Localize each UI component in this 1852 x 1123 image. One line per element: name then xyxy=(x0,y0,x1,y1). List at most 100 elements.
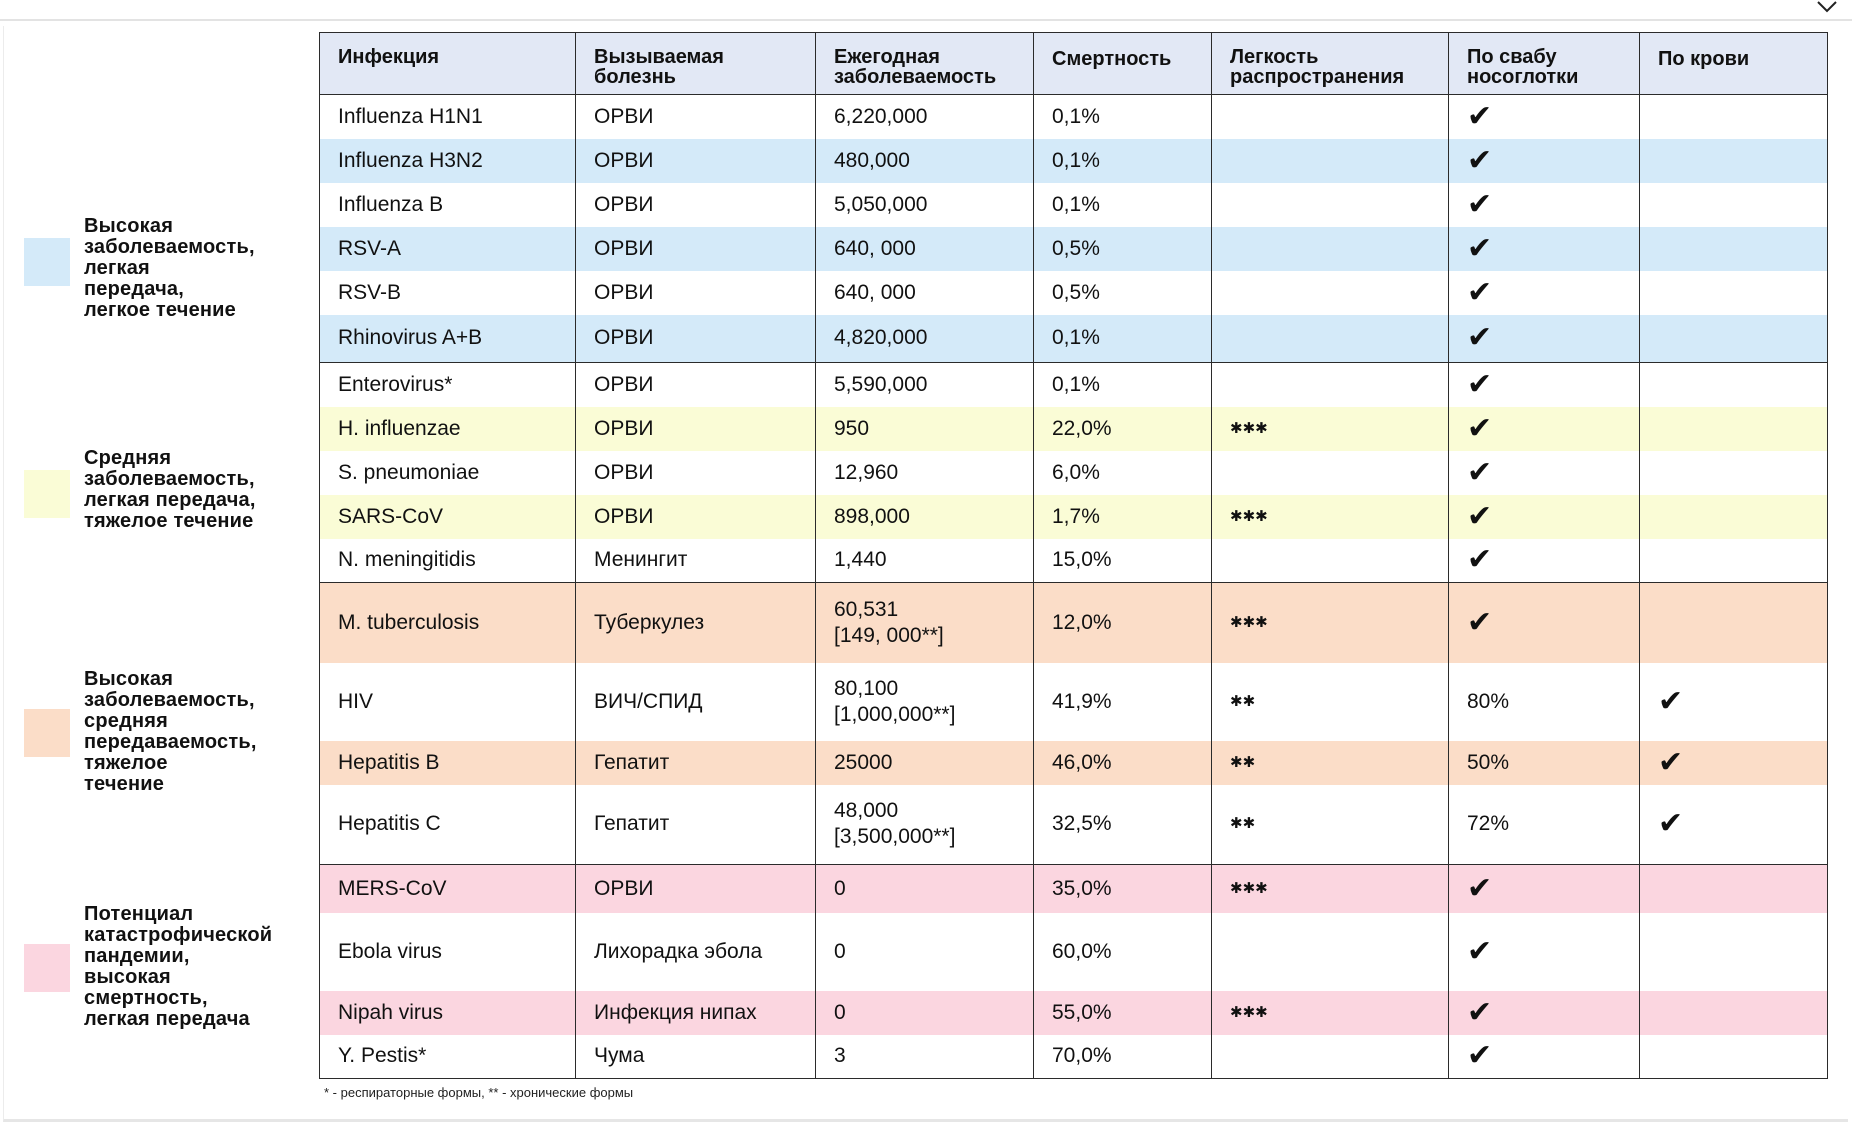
cell-disease: ОРВИ xyxy=(575,314,816,363)
checkmark-icon: ✔ xyxy=(1448,494,1640,539)
checkmark-icon: ✔ xyxy=(1448,94,1640,139)
checkmark-icon: ✔ xyxy=(1448,270,1640,315)
cell-disease: Гепатит xyxy=(575,740,816,785)
table-row: HIV ВИЧ/СПИД 80,100 [1,000,000**] 41,9% ✱✱ 80… xyxy=(319,662,1828,741)
cell-disease: ОРВИ xyxy=(575,138,816,183)
cell-incidence: 5,590,000 xyxy=(815,362,1034,407)
cell-mortality: 41,9% xyxy=(1033,662,1212,741)
cell-blood xyxy=(1639,182,1828,227)
cell-incidence: 480,000 xyxy=(815,138,1034,183)
cell-infection: S. pneumoniae xyxy=(319,450,576,495)
cell-mortality: 0,5% xyxy=(1033,270,1212,315)
cell-infection: Nipah virus xyxy=(319,990,576,1035)
cell-mortality: 12,0% xyxy=(1033,582,1212,663)
cell-mortality: 0,1% xyxy=(1033,314,1212,363)
asterisk-cluster-icon: ✱✱✱ xyxy=(1211,864,1449,913)
content-frame xyxy=(3,26,1848,1122)
cell-disease: ОРВИ xyxy=(575,94,816,139)
table-row: RSV-A ОРВИ 640, 000 0,5% ✔ xyxy=(319,226,1828,271)
top-divider xyxy=(0,19,1852,21)
cell-infection: MERS-CoV xyxy=(319,864,576,913)
header-incidence: Ежегодная заболеваемость xyxy=(815,32,1034,95)
cell-disease: Гепатит xyxy=(575,784,816,865)
cell-incidence: 60,531 [149, 000**] xyxy=(815,582,1034,663)
cell-infection: H. influenzae xyxy=(319,406,576,451)
cell-disease: ОРВИ xyxy=(575,182,816,227)
cell-disease: Менингит xyxy=(575,538,816,583)
cell-incidence: 80,100 [1,000,000**] xyxy=(815,662,1034,741)
cell-infection: Rhinovirus A+B xyxy=(319,314,576,363)
chevron-down-icon[interactable] xyxy=(1816,0,1838,14)
asterisk-cluster-icon: ✱✱✱ xyxy=(1211,406,1449,451)
cell-infection: N. meningitidis xyxy=(319,538,576,583)
cell-blood xyxy=(1639,362,1828,407)
cell-disease: Туберкулез xyxy=(575,582,816,663)
cell-blood xyxy=(1639,494,1828,539)
header-disease: Вызываемая болезнь xyxy=(575,32,816,95)
cell-infection: HIV xyxy=(319,662,576,741)
cell-blood xyxy=(1639,138,1828,183)
table-row: S. pneumoniae ОРВИ 12,960 6,0% ✔ xyxy=(319,450,1828,495)
cell-blood xyxy=(1639,406,1828,451)
table-row: Influenza H1N1 ОРВИ 6,220,000 0,1% ✔ xyxy=(319,94,1828,139)
cell-incidence: 1,440 xyxy=(815,538,1034,583)
cell-spread xyxy=(1211,314,1449,363)
cell-disease: ОРВИ xyxy=(575,864,816,913)
legend-swatch-pink xyxy=(24,944,70,992)
cell-infection: RSV-A xyxy=(319,226,576,271)
cell-mortality: 22,0% xyxy=(1033,406,1212,451)
checkmark-icon: ✔ xyxy=(1448,538,1640,583)
cell-incidence: 0 xyxy=(815,990,1034,1035)
cell-mortality: 0,1% xyxy=(1033,138,1212,183)
cell-disease: Инфекция нипах xyxy=(575,990,816,1035)
checkmark-icon: ✔ xyxy=(1448,864,1640,913)
cell-spread xyxy=(1211,182,1449,227)
checkmark-icon: ✔ xyxy=(1448,582,1640,663)
cell-mortality: 35,0% xyxy=(1033,864,1212,913)
cell-blood xyxy=(1639,1034,1828,1079)
cell-mortality: 6,0% xyxy=(1033,450,1212,495)
checkmark-icon: ✔ xyxy=(1448,406,1640,451)
cell-mortality: 32,5% xyxy=(1033,784,1212,865)
cell-blood xyxy=(1639,864,1828,913)
legend-label: Средняя заболеваемость, легкая передача,… xyxy=(84,447,256,532)
table-row: Y. Pestis* Чума 3 70,0% ✔ xyxy=(319,1034,1828,1079)
table-body: Influenza H1N1 ОРВИ 6,220,000 0,1% ✔ Influenz… xyxy=(319,94,1828,1079)
cell-incidence: 5,050,000 xyxy=(815,182,1034,227)
cell-blood xyxy=(1639,226,1828,271)
cell-mortality: 46,0% xyxy=(1033,740,1212,785)
cell-disease: ОРВИ xyxy=(575,270,816,315)
checkmark-icon: ✔ xyxy=(1448,138,1640,183)
cell-disease: Чума xyxy=(575,1034,816,1079)
cell-incidence: 12,960 xyxy=(815,450,1034,495)
cell-infection: RSV-B xyxy=(319,270,576,315)
cell-blood xyxy=(1639,450,1828,495)
cell-disease: Лихорадка эбола xyxy=(575,912,816,991)
cell-spread xyxy=(1211,94,1449,139)
cell-infection: Ebola virus xyxy=(319,912,576,991)
cell-incidence: 25000 xyxy=(815,740,1034,785)
table-row: Enterovirus* ОРВИ 5,590,000 0,1% ✔ xyxy=(319,362,1828,407)
cell-blood xyxy=(1639,582,1828,663)
table-row: H. influenzae ОРВИ 950 22,0% ✱✱✱ ✔ xyxy=(319,406,1828,451)
cell-swab: 80% xyxy=(1448,662,1640,741)
table-row: MERS-CoV ОРВИ 0 35,0% ✱✱✱ ✔ xyxy=(319,864,1828,913)
cell-mortality: 55,0% xyxy=(1033,990,1212,1035)
checkmark-icon: ✔ xyxy=(1448,990,1640,1035)
cell-swab: 50% xyxy=(1448,740,1640,785)
checkmark-icon: ✔ xyxy=(1448,226,1640,271)
cell-disease: ОРВИ xyxy=(575,362,816,407)
cell-disease: ОРВИ xyxy=(575,450,816,495)
cell-swab: 72% xyxy=(1448,784,1640,865)
checkmark-icon: ✔ xyxy=(1448,450,1640,495)
cell-infection: Influenza H1N1 xyxy=(319,94,576,139)
cell-incidence: 0 xyxy=(815,912,1034,991)
cell-incidence: 950 xyxy=(815,406,1034,451)
asterisk-cluster-icon: ✱✱ xyxy=(1211,740,1449,785)
table-row: RSV-B ОРВИ 640, 000 0,5% ✔ xyxy=(319,270,1828,315)
table-row: Rhinovirus A+B ОРВИ 4,820,000 0,1% ✔ xyxy=(319,314,1828,363)
checkmark-icon: ✔ xyxy=(1448,362,1640,407)
cell-infection: Hepatitis B xyxy=(319,740,576,785)
cell-incidence: 898,000 xyxy=(815,494,1034,539)
cell-spread xyxy=(1211,450,1449,495)
